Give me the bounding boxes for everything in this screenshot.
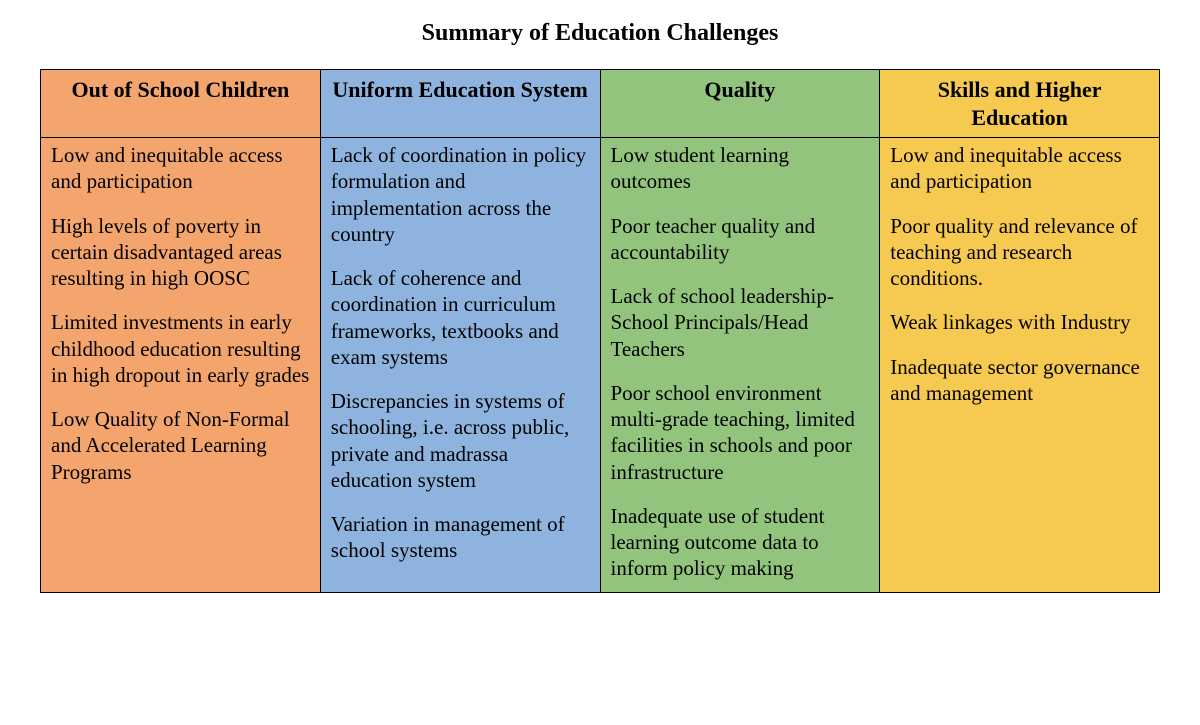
- table-header-row: Out of School Children Uniform Education…: [41, 70, 1160, 138]
- list-item: Low Quality of Non-Formal and Accelerate…: [51, 406, 310, 485]
- list-item: Lack of school leadership- School Princi…: [611, 283, 870, 362]
- list-item: Weak linkages with Industry: [890, 309, 1149, 335]
- list-item: Variation in management of school system…: [331, 511, 590, 564]
- list-item: Low and inequitable access and participa…: [51, 142, 310, 195]
- col-header-skills: Skills and Higher Education: [880, 70, 1160, 138]
- col-body-skills: Low and inequitable access and participa…: [880, 138, 1160, 593]
- list-item: Inadequate use of student learning outco…: [611, 503, 870, 582]
- page: Summary of Education Challenges Out of S…: [0, 0, 1200, 725]
- list-item: Limited investments in early childhood e…: [51, 309, 310, 388]
- list-item: Poor quality and relevance of teaching a…: [890, 213, 1149, 292]
- list-item: Low and inequitable access and participa…: [890, 142, 1149, 195]
- col-body-oosc: Low and inequitable access and participa…: [41, 138, 321, 593]
- list-item: Low student learning outcomes: [611, 142, 870, 195]
- list-item: Discrepancies in systems of schooling, i…: [331, 388, 590, 493]
- list-item: Poor teacher quality and accountability: [611, 213, 870, 266]
- col-header-quality: Quality: [600, 70, 880, 138]
- col-header-uniform: Uniform Education System: [320, 70, 600, 138]
- table-body-row: Low and inequitable access and participa…: [41, 138, 1160, 593]
- list-item: Lack of coherence and coordination in cu…: [331, 265, 590, 370]
- list-item: Poor school environment multi-grade teac…: [611, 380, 870, 485]
- list-item: High levels of poverty in certain disadv…: [51, 213, 310, 292]
- challenges-table: Out of School Children Uniform Education…: [40, 69, 1160, 593]
- col-body-quality: Low student learning outcomes Poor teach…: [600, 138, 880, 593]
- list-item: Lack of coordination in policy formulati…: [331, 142, 590, 247]
- col-header-oosc: Out of School Children: [41, 70, 321, 138]
- page-title: Summary of Education Challenges: [40, 20, 1160, 47]
- list-item: Inadequate sector governance and managem…: [890, 354, 1149, 407]
- col-body-uniform: Lack of coordination in policy formulati…: [320, 138, 600, 593]
